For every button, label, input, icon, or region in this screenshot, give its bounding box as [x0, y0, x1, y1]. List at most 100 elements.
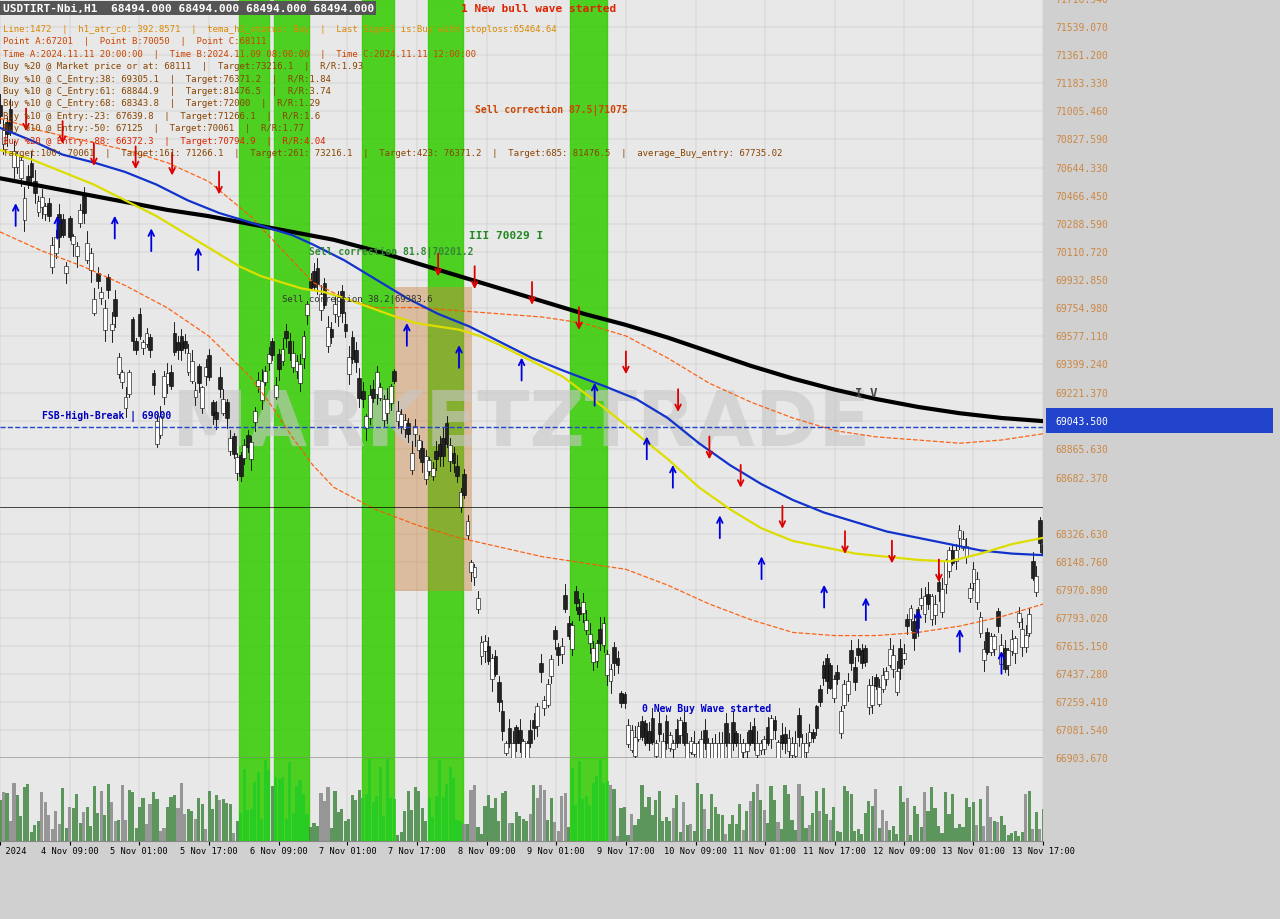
Bar [379, 388, 383, 399]
Bar [236, 821, 239, 841]
Bar [29, 832, 33, 841]
Bar [428, 758, 463, 841]
Bar [13, 784, 15, 841]
Bar [968, 588, 972, 598]
Bar [417, 791, 420, 841]
Text: USDTIRT-Nbi,H1  68494.000 68494.000 68494.000 68494.000: USDTIRT-Nbi,H1 68494.000 68494.000 68494… [3, 4, 374, 14]
Bar [714, 808, 717, 841]
Bar [413, 426, 417, 435]
Bar [846, 681, 850, 695]
Bar [113, 300, 116, 316]
Bar [682, 802, 685, 841]
Bar [856, 830, 860, 841]
Bar [518, 816, 521, 841]
Text: MARKETZTRADE: MARKETZTRADE [173, 388, 870, 461]
Bar [82, 811, 86, 841]
Bar [239, 455, 243, 477]
Bar [274, 777, 278, 841]
Bar [365, 794, 367, 841]
Text: 70288.590: 70288.590 [1055, 220, 1108, 230]
Bar [228, 438, 232, 451]
Bar [96, 274, 100, 282]
Bar [692, 743, 696, 754]
Bar [525, 821, 529, 841]
Bar [284, 332, 288, 339]
Bar [274, 386, 278, 397]
Bar [462, 824, 466, 841]
Bar [74, 247, 78, 256]
Bar [0, 800, 1, 841]
Bar [561, 796, 563, 841]
Bar [1020, 630, 1024, 647]
Text: 70466.450: 70466.450 [1055, 192, 1108, 202]
Bar [899, 649, 902, 668]
Bar [676, 795, 678, 841]
Bar [864, 813, 867, 841]
Bar [710, 795, 713, 841]
Bar [189, 361, 193, 381]
Bar [86, 807, 88, 841]
Bar [755, 784, 759, 841]
Bar [452, 778, 456, 841]
Bar [605, 654, 609, 675]
Bar [508, 823, 511, 841]
Bar [242, 445, 246, 458]
Bar [37, 821, 40, 841]
Bar [225, 803, 228, 841]
Bar [124, 398, 128, 409]
Bar [480, 834, 483, 841]
Bar [812, 732, 815, 739]
Bar [591, 648, 595, 662]
Bar [989, 636, 993, 652]
Bar [515, 812, 518, 841]
Bar [707, 829, 710, 841]
Bar [860, 834, 863, 841]
Bar [982, 826, 986, 841]
Bar [239, 0, 269, 758]
Bar [856, 649, 860, 655]
Bar [500, 711, 504, 732]
Bar [393, 799, 396, 841]
Bar [864, 648, 867, 662]
Text: 67081.540: 67081.540 [1055, 725, 1108, 735]
Bar [644, 723, 648, 743]
Bar [330, 829, 333, 841]
Bar [29, 164, 33, 177]
Bar [745, 811, 749, 841]
Bar [1006, 651, 1010, 664]
Bar [640, 786, 644, 841]
Bar [183, 814, 187, 841]
Bar [696, 783, 699, 841]
Bar [842, 685, 846, 706]
Bar [110, 802, 113, 841]
Bar [1010, 834, 1014, 841]
Bar [616, 658, 620, 665]
Bar [9, 110, 13, 131]
Bar [682, 722, 686, 743]
Bar [294, 786, 298, 841]
Bar [741, 830, 745, 841]
Bar [12, 152, 15, 167]
Bar [826, 814, 828, 841]
Bar [232, 833, 236, 841]
Bar [902, 653, 905, 660]
Bar [570, 0, 607, 758]
Bar [159, 831, 163, 841]
Bar [179, 336, 183, 351]
Bar [155, 422, 159, 445]
Bar [40, 792, 44, 841]
Text: 69932.850: 69932.850 [1055, 276, 1108, 286]
Bar [236, 458, 239, 473]
Bar [1018, 836, 1020, 841]
Bar [397, 835, 399, 841]
Bar [808, 825, 812, 841]
Bar [1014, 639, 1018, 653]
Bar [979, 800, 982, 841]
Bar [333, 791, 337, 841]
Bar [957, 824, 961, 841]
Bar [895, 671, 899, 692]
Bar [529, 730, 532, 743]
Bar [731, 722, 735, 743]
Bar [78, 210, 82, 223]
Bar [559, 646, 563, 654]
